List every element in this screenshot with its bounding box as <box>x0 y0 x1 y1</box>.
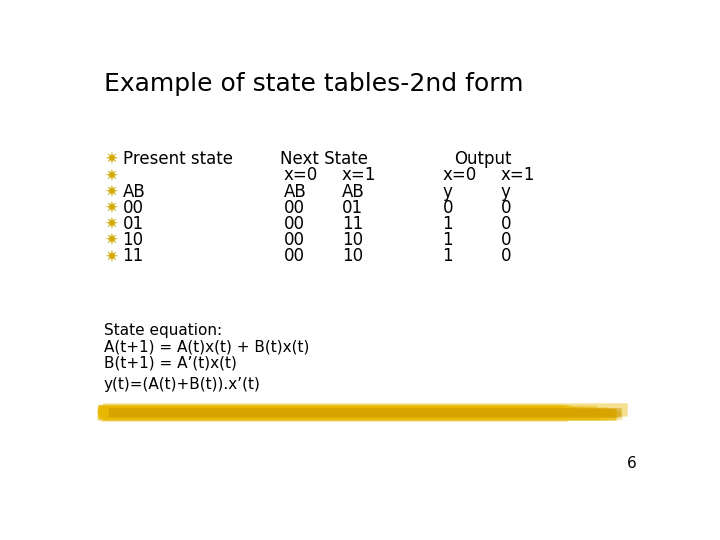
Text: 10: 10 <box>342 231 363 249</box>
Text: 1: 1 <box>443 231 454 249</box>
Text: 0: 0 <box>500 231 511 249</box>
FancyBboxPatch shape <box>101 409 593 416</box>
Text: 10: 10 <box>342 247 363 265</box>
Text: ✷: ✷ <box>104 150 118 167</box>
FancyBboxPatch shape <box>103 403 628 416</box>
Text: ✷: ✷ <box>104 199 118 217</box>
Text: 1: 1 <box>443 247 454 265</box>
FancyBboxPatch shape <box>99 405 564 417</box>
Text: ✷: ✷ <box>104 166 118 185</box>
FancyBboxPatch shape <box>103 407 608 421</box>
FancyBboxPatch shape <box>101 408 568 422</box>
Text: 00: 00 <box>284 199 305 217</box>
FancyBboxPatch shape <box>99 410 598 420</box>
Text: y: y <box>500 183 510 201</box>
FancyBboxPatch shape <box>99 406 596 417</box>
Text: 0: 0 <box>500 199 511 217</box>
Text: x=1: x=1 <box>342 166 377 185</box>
Text: AB: AB <box>284 183 307 201</box>
FancyBboxPatch shape <box>98 409 614 416</box>
FancyBboxPatch shape <box>109 408 621 417</box>
Text: ✷: ✷ <box>104 247 118 265</box>
Text: 11: 11 <box>342 215 363 233</box>
Text: 01: 01 <box>342 199 363 217</box>
Text: x=0: x=0 <box>443 166 477 185</box>
Text: 00: 00 <box>284 247 305 265</box>
Text: State equation:: State equation: <box>104 323 222 338</box>
Text: B(t+1) = A’(t)x(t): B(t+1) = A’(t)x(t) <box>104 355 237 370</box>
Text: 11: 11 <box>122 247 144 265</box>
Text: 6: 6 <box>626 456 636 471</box>
FancyBboxPatch shape <box>97 409 618 421</box>
Text: 0: 0 <box>443 199 453 217</box>
Text: 10: 10 <box>122 231 144 249</box>
Text: AB: AB <box>122 183 145 201</box>
Text: Next State: Next State <box>280 150 369 167</box>
FancyBboxPatch shape <box>98 407 575 414</box>
FancyBboxPatch shape <box>98 407 582 417</box>
Text: ✷: ✷ <box>104 183 118 201</box>
Text: 00: 00 <box>284 231 305 249</box>
FancyBboxPatch shape <box>103 407 573 416</box>
FancyBboxPatch shape <box>104 408 616 419</box>
FancyBboxPatch shape <box>99 405 571 417</box>
Text: ✷: ✷ <box>104 215 118 233</box>
Text: x=1: x=1 <box>500 166 535 185</box>
FancyBboxPatch shape <box>102 407 588 414</box>
FancyBboxPatch shape <box>104 411 623 420</box>
Text: 0: 0 <box>500 247 511 265</box>
Text: Example of state tables-2nd form: Example of state tables-2nd form <box>104 72 523 97</box>
Text: y(t)=(A(t)+B(t)).x’(t): y(t)=(A(t)+B(t)).x’(t) <box>104 377 261 392</box>
Text: 01: 01 <box>122 215 144 233</box>
FancyBboxPatch shape <box>99 407 598 417</box>
FancyBboxPatch shape <box>99 406 568 419</box>
Text: 1: 1 <box>443 215 454 233</box>
Text: 00: 00 <box>284 215 305 233</box>
Text: x=0: x=0 <box>284 166 318 185</box>
Text: A(t+1) = A(t)x(t) + B(t)x(t): A(t+1) = A(t)x(t) + B(t)x(t) <box>104 340 310 355</box>
FancyBboxPatch shape <box>99 409 617 419</box>
Text: AB: AB <box>342 183 364 201</box>
Text: Output: Output <box>454 150 512 167</box>
FancyBboxPatch shape <box>102 410 616 421</box>
Text: ✷: ✷ <box>104 231 118 249</box>
Text: Present state: Present state <box>122 150 233 167</box>
Text: 0: 0 <box>500 215 511 233</box>
Text: 00: 00 <box>122 199 143 217</box>
Text: y: y <box>443 183 452 201</box>
